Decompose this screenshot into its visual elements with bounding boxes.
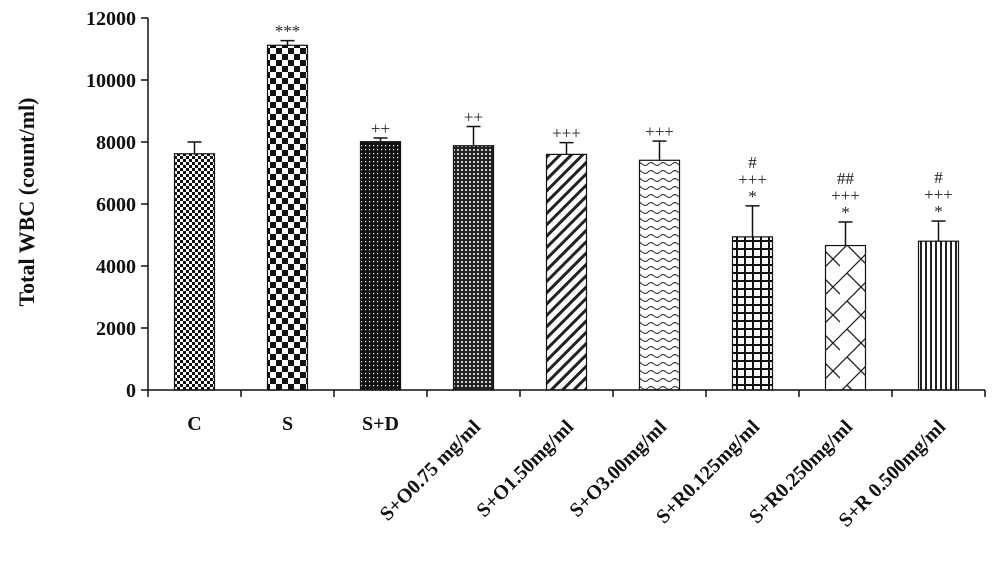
category-label: S xyxy=(282,413,293,435)
bar-group: *+++# xyxy=(917,168,960,391)
significance-label: # xyxy=(934,168,943,187)
x-axis: C S S+DS+O0.75 mg/mlS+O1.50mg/mlS+O3.00mg/… xyxy=(147,389,986,532)
bar-group: +++ xyxy=(545,124,588,391)
significance-label: ++ xyxy=(371,119,390,138)
bar xyxy=(638,159,681,391)
y-tick-label: 6000 xyxy=(96,194,136,216)
category-label: S+O1.50mg/ml xyxy=(472,416,578,522)
bar xyxy=(266,44,309,391)
y-tick-label: 8000 xyxy=(96,132,136,154)
y-tick-label: 0 xyxy=(126,380,136,402)
significance-label: +++ xyxy=(831,186,860,205)
significance-label: ## xyxy=(837,169,855,188)
significance-label: +++ xyxy=(552,124,581,143)
bars: ***+++++++ +++*+++#*+++##*+++# xyxy=(173,22,960,391)
bar-group: ++ xyxy=(359,119,402,391)
significance-label: +++ xyxy=(645,122,674,141)
bar xyxy=(917,240,960,391)
y-axis: 0 2000 4000 6000 8000 10000 12000 xyxy=(86,8,149,402)
significance-label: * xyxy=(934,202,943,221)
bar-group xyxy=(173,141,216,391)
category-label: S+O3.00mg/ml xyxy=(565,416,671,522)
bar xyxy=(731,236,774,391)
y-axis-label: Total WBC (count/ml) xyxy=(14,97,39,306)
significance-label: +++ xyxy=(738,170,767,189)
y-tick-label: 2000 xyxy=(96,318,136,340)
bar xyxy=(824,244,867,391)
y-tick-label: 12000 xyxy=(86,8,136,30)
bar-group: *** xyxy=(266,22,309,391)
bar-group: ++ xyxy=(452,108,495,391)
y-tick-label: 10000 xyxy=(86,70,136,92)
bar xyxy=(545,153,588,391)
significance-label: * xyxy=(841,203,850,222)
bar xyxy=(452,145,495,391)
significance-label: +++ xyxy=(924,185,953,204)
category-label: C xyxy=(187,413,201,435)
significance-label: ++ xyxy=(464,108,483,127)
bar-group: +++ xyxy=(638,122,681,391)
bar xyxy=(359,141,402,391)
significance-label: *** xyxy=(275,22,301,41)
bar xyxy=(173,153,216,391)
y-tick-label: 4000 xyxy=(96,256,136,278)
significance-label: * xyxy=(748,187,757,206)
significance-label: # xyxy=(748,153,757,172)
category-label: S+D xyxy=(362,413,399,435)
bar-group: *+++# xyxy=(731,153,774,391)
bar-group: *+++## xyxy=(824,169,867,391)
